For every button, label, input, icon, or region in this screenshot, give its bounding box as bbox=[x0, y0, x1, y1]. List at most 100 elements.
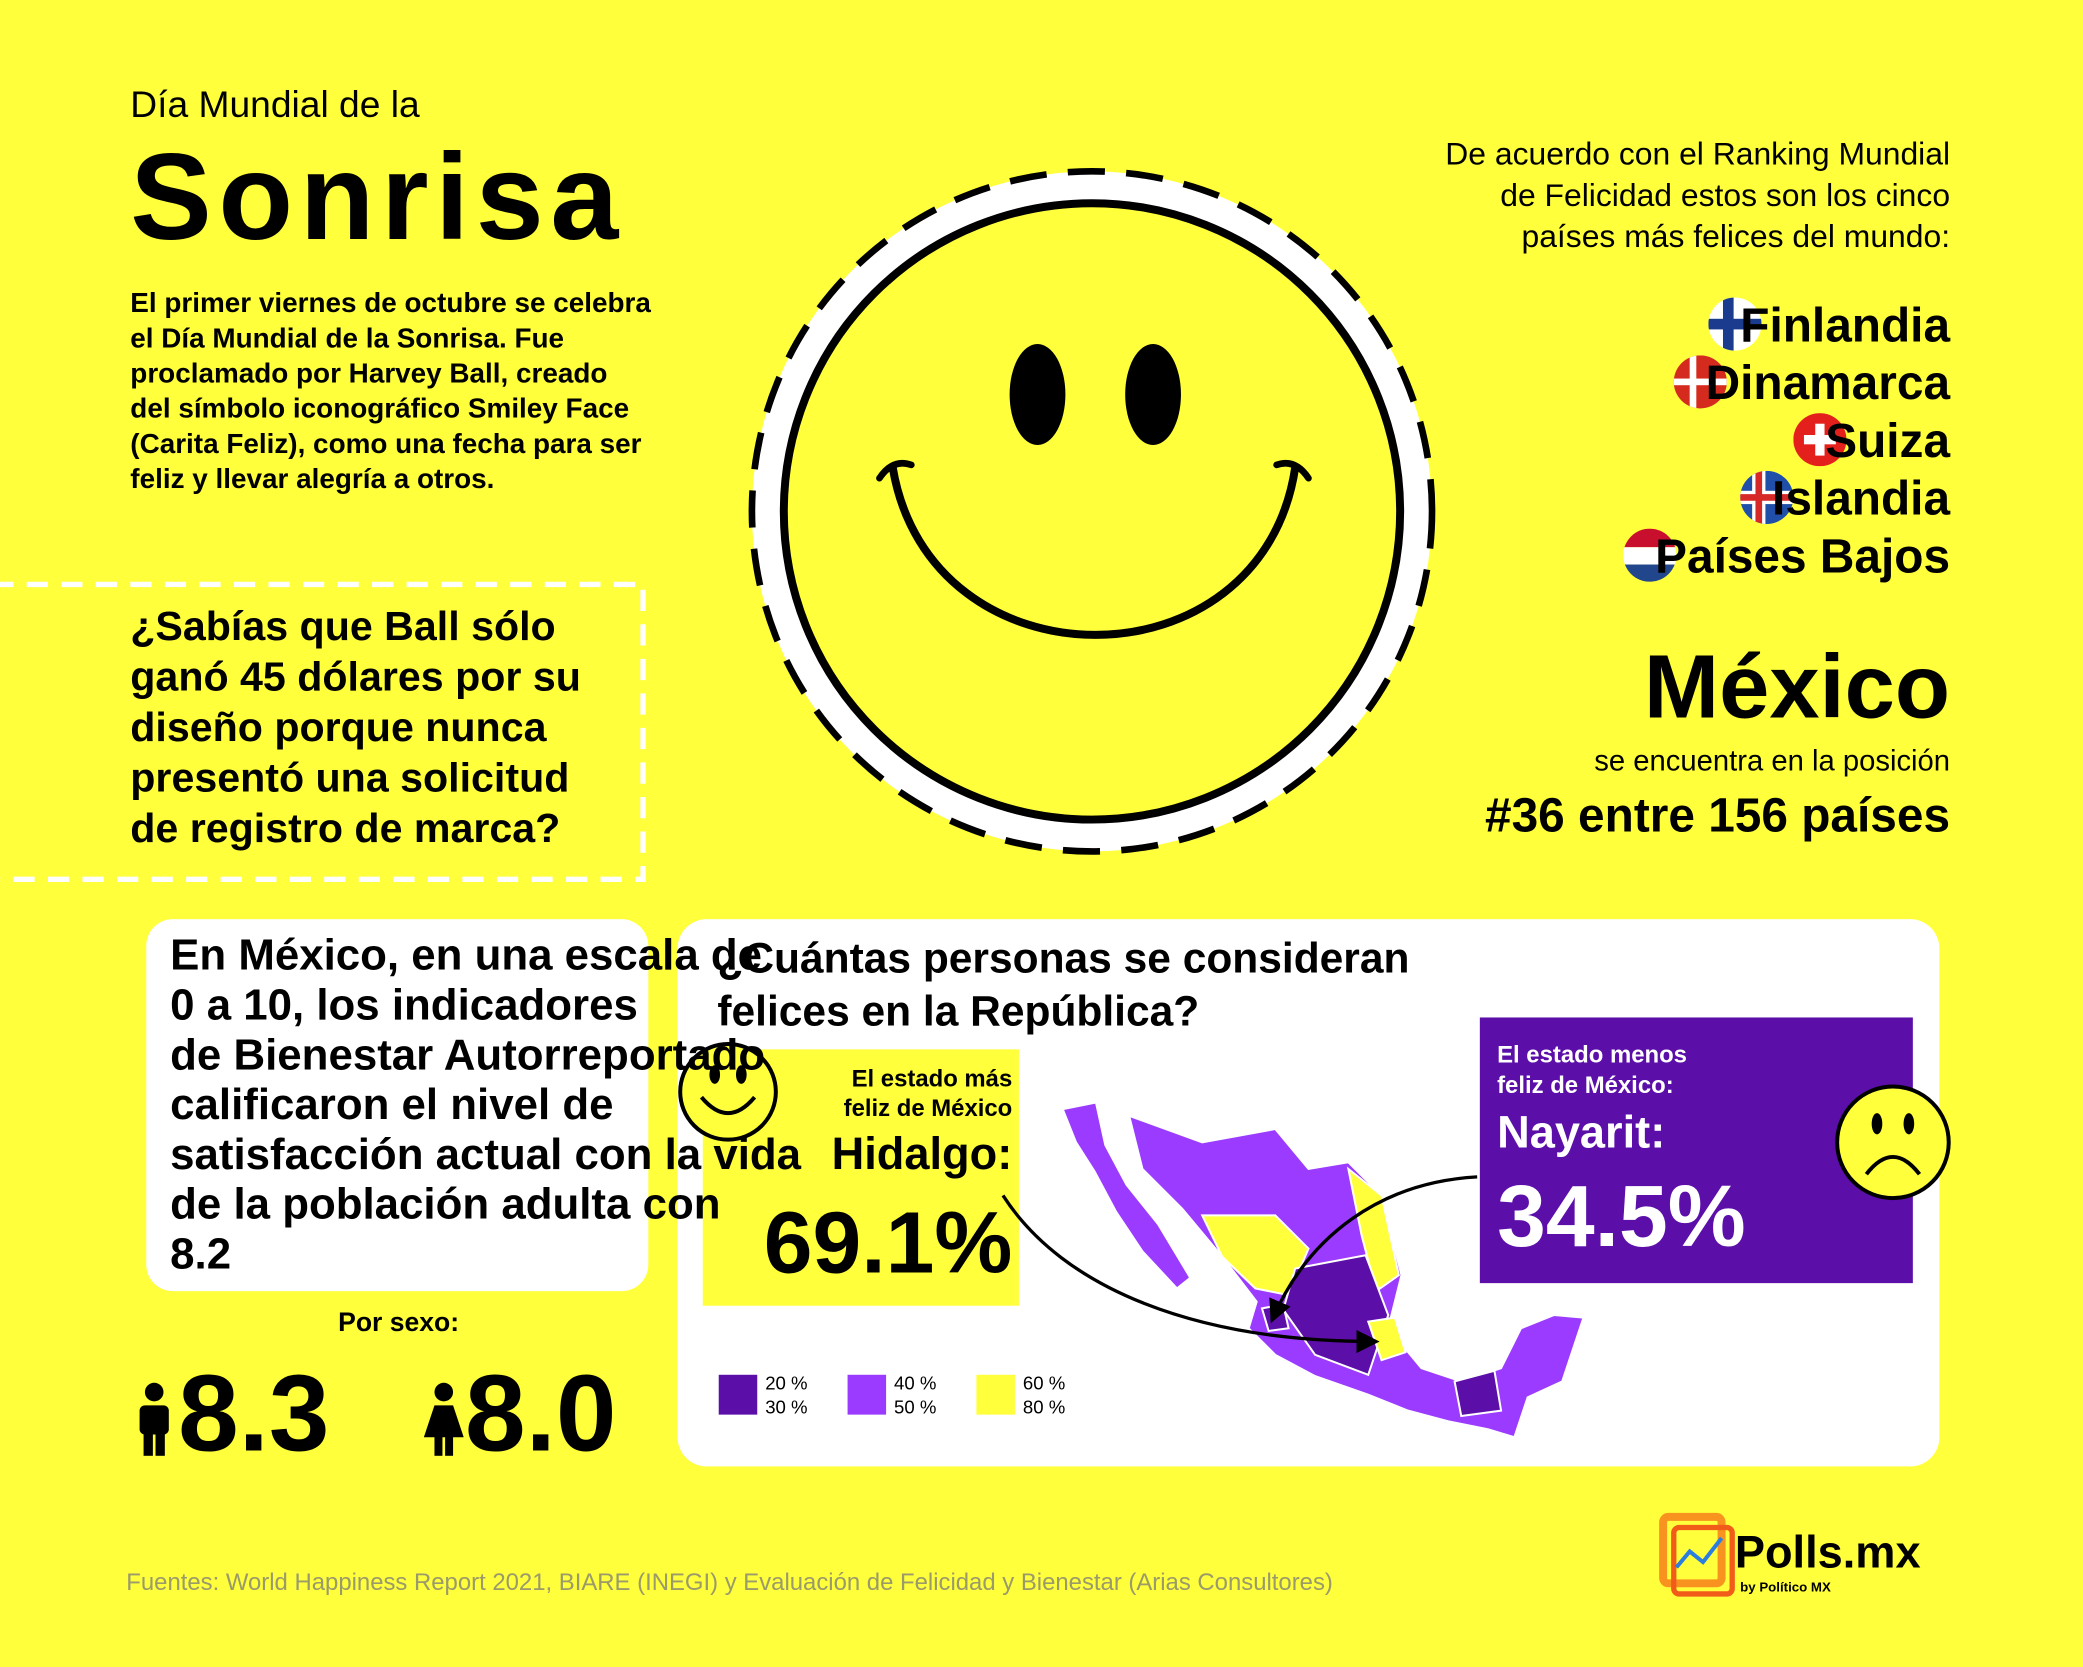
mexico-position-text: se encuentra en la posición bbox=[1594, 745, 1950, 777]
brand: Polls.mx bbox=[1735, 1526, 1921, 1577]
question-line: ¿Cuántas personas se consideran bbox=[717, 935, 1409, 982]
intro-line: el Día Mundial de la Sonrisa. Fue bbox=[130, 322, 564, 353]
text-segment: El primer viernes de octubre se celebra bbox=[130, 287, 651, 318]
flag-part bbox=[1740, 494, 1794, 501]
happiest-line: El estado más bbox=[852, 1066, 1013, 1093]
text-segment: El estado bbox=[1497, 1042, 1610, 1069]
text-segment: ganó bbox=[130, 654, 240, 700]
legend-swatch bbox=[718, 1374, 758, 1415]
least-happy-value: 34.5% bbox=[1497, 1167, 1746, 1265]
wellbeing-line: En México, en una escala de bbox=[170, 931, 762, 980]
text-segment: presentó una solicitud bbox=[130, 755, 569, 801]
fact-line: diseño porque nunca bbox=[130, 704, 547, 750]
text-segment: , los indicadores bbox=[292, 980, 638, 1029]
flag-part bbox=[1708, 318, 1762, 330]
intro-line: El primer viernes de octubre se celebra bbox=[130, 287, 651, 318]
text-segment: feliz y llevar alegría a otros. bbox=[130, 463, 494, 494]
flag bbox=[1708, 297, 1762, 351]
fact-line: ¿Sabías que Ball sólo bbox=[130, 603, 555, 649]
sources: Fuentes: World Happiness Report 2021, BI… bbox=[126, 1569, 1333, 1596]
text-segment: más bbox=[964, 1066, 1012, 1093]
text-segment: satisfacción actual con la vida bbox=[170, 1130, 802, 1179]
text-segment: feliz de México: bbox=[1497, 1072, 1674, 1099]
flag-part bbox=[1623, 547, 1677, 565]
legend-label: 50 % bbox=[894, 1396, 936, 1417]
least-happy-line: feliz de México: bbox=[1497, 1072, 1674, 1099]
mexico-rank: #36 entre 156 países bbox=[1485, 790, 1950, 843]
country: Islandia bbox=[1772, 473, 1950, 526]
arrow bbox=[1001, 1194, 1380, 1354]
flag-part bbox=[1673, 378, 1727, 386]
legend-label: 20 % bbox=[765, 1372, 807, 1393]
by-sex-label: Por sexo: bbox=[338, 1307, 459, 1337]
country: Finlandia bbox=[1740, 299, 1950, 352]
wellbeing-line: calificaron el nivel de bbox=[170, 1080, 613, 1129]
women-value: 8.0 bbox=[465, 1352, 616, 1474]
text-segment: el Día Mundial de la Sonrisa. Fue bbox=[130, 322, 564, 353]
men-value: 8.3 bbox=[178, 1352, 329, 1474]
text-segment: porque nunca bbox=[263, 704, 548, 750]
intro-line: feliz y llevar alegría a otros. bbox=[130, 463, 494, 494]
legend-label: 60 % bbox=[1023, 1372, 1065, 1393]
flag-part bbox=[1623, 564, 1677, 582]
smiley bbox=[748, 168, 1436, 855]
flag-part bbox=[1803, 435, 1836, 445]
flag bbox=[1793, 413, 1847, 467]
text-segment: del símbolo iconográfico bbox=[130, 393, 468, 424]
text-segment: de la población adulta con bbox=[170, 1180, 720, 1229]
text-segment: Smiley Face bbox=[468, 393, 629, 424]
country: Países Bajos bbox=[1655, 530, 1950, 583]
fact-line: de registro de marca? bbox=[130, 805, 560, 851]
legend-swatch bbox=[847, 1374, 887, 1415]
logo-icon bbox=[1659, 1512, 1735, 1597]
wellbeing-card bbox=[146, 919, 649, 1292]
wellbeing-line: de la población adulta con bbox=[170, 1180, 720, 1229]
fact-line: presentó una solicitud bbox=[130, 755, 569, 801]
least-happy-line: El estado menos bbox=[1497, 1042, 1687, 1069]
text-segment: 0 a 10 bbox=[170, 980, 292, 1029]
female-icon bbox=[423, 1382, 464, 1456]
text-segment: (Carita Feliz), como bbox=[130, 428, 395, 459]
text-segment: Harvey Ball bbox=[349, 358, 501, 389]
legend-swatch bbox=[976, 1374, 1015, 1415]
title: Sonrisa bbox=[130, 128, 625, 265]
text-segment: feliz de México bbox=[844, 1095, 1013, 1122]
text-segment: diseño bbox=[130, 704, 263, 750]
legend-label: 80 % bbox=[1023, 1396, 1065, 1417]
ranking-intro-line: De acuerdo con el Ranking Mundial bbox=[1445, 136, 1950, 172]
happy-face-icon bbox=[678, 1042, 778, 1142]
text-segment: proclamado por bbox=[130, 358, 348, 389]
intro-line: (Carita Feliz), como una fecha para ser bbox=[130, 428, 641, 459]
brand-sub: by Político MX bbox=[1740, 1579, 1831, 1594]
arrow bbox=[1269, 1175, 1478, 1324]
subtitle: Día Mundial de la bbox=[130, 83, 420, 125]
male-icon bbox=[139, 1382, 169, 1456]
text-segment: ¿Sabías que Ball sólo bbox=[130, 603, 555, 649]
flag bbox=[1673, 355, 1727, 409]
text-segment: de registro de marca? bbox=[130, 805, 560, 851]
text-segment: de Bienestar Autorreportado bbox=[170, 1030, 765, 1079]
ranking-intro-line: países más felices del mundo: bbox=[1522, 218, 1951, 254]
happiest-value: 69.1% bbox=[764, 1193, 1013, 1291]
happiest-line: feliz de México bbox=[844, 1095, 1013, 1122]
ranking-intro-line: de Felicidad estos son los cinco bbox=[1500, 177, 1950, 213]
country: Suiza bbox=[1825, 415, 1950, 468]
mexico-name: México bbox=[1644, 636, 1950, 737]
least-happy-state: Nayarit: bbox=[1497, 1107, 1665, 1158]
text-segment: menos bbox=[1610, 1042, 1687, 1069]
wellbeing-line: 8.2 bbox=[170, 1230, 231, 1279]
wellbeing-line: satisfacción actual con la vida bbox=[170, 1130, 802, 1179]
question-line: felices en la República? bbox=[717, 988, 1199, 1035]
wellbeing-line: 0 a 10, los indicadores bbox=[170, 980, 638, 1029]
country: Dinamarca bbox=[1706, 357, 1951, 410]
happiest-state: Hidalgo: bbox=[832, 1128, 1013, 1179]
intro-line: proclamado por Harvey Ball, creado bbox=[130, 358, 607, 389]
fact-box bbox=[0, 581, 646, 882]
intro-line: del símbolo iconográfico Smiley Face bbox=[130, 393, 629, 424]
text-segment: una fecha para ser bbox=[395, 428, 641, 459]
flag-part bbox=[1623, 528, 1677, 548]
fact-line: ganó 45 dólares por su bbox=[130, 654, 581, 700]
text-segment: 45 dólares por su bbox=[240, 654, 581, 700]
flag bbox=[1623, 528, 1677, 582]
